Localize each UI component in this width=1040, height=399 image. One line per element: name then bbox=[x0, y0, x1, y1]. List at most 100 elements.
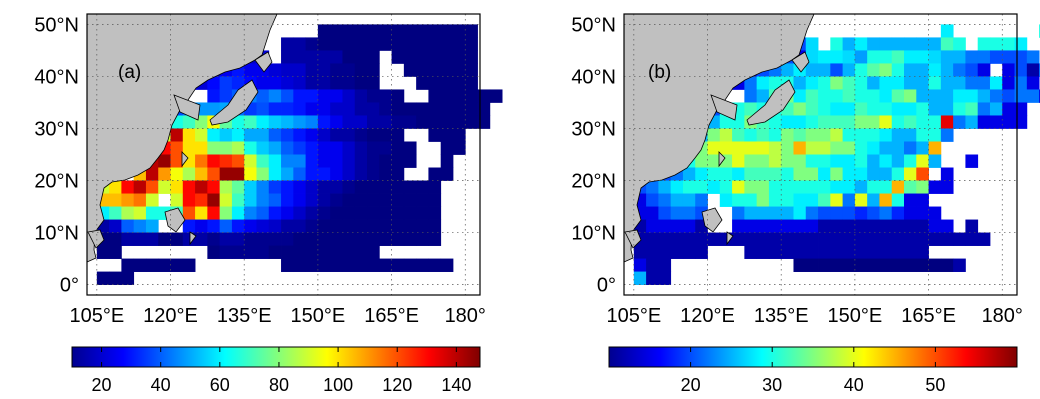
heatmap-cell bbox=[867, 167, 880, 181]
heatmap-cell bbox=[231, 232, 245, 246]
heatmap-cell bbox=[854, 102, 868, 116]
heatmap-cell bbox=[391, 219, 405, 233]
heatmap-cell bbox=[244, 245, 257, 259]
heatmap-cell bbox=[830, 193, 844, 207]
heatmap-cell bbox=[768, 180, 782, 194]
heatmap-cell bbox=[207, 167, 221, 181]
heatmap-cell bbox=[928, 258, 942, 272]
heatmap-cell bbox=[916, 89, 929, 103]
heatmap-cell bbox=[891, 206, 905, 220]
heatmap-cell bbox=[391, 258, 405, 272]
heatmap-cell bbox=[732, 232, 745, 246]
heatmap-cell bbox=[121, 271, 135, 285]
heatmap-cell bbox=[391, 193, 405, 207]
heatmap-cell bbox=[879, 89, 893, 103]
heatmap-cell bbox=[818, 219, 831, 233]
heatmap-cell bbox=[891, 258, 905, 272]
heatmap-cell bbox=[195, 219, 208, 233]
heatmap-cell bbox=[646, 258, 659, 272]
heatmap-cell bbox=[281, 245, 294, 259]
heatmap-cell bbox=[744, 193, 758, 207]
map-panel-b: (b) bbox=[623, 13, 1040, 296]
heatmap-cell bbox=[965, 63, 979, 77]
heatmap-cell bbox=[830, 50, 844, 64]
heatmap-cell bbox=[891, 102, 905, 116]
heatmap-cell bbox=[293, 128, 307, 142]
heatmap-cell bbox=[670, 180, 684, 194]
heatmap-cell bbox=[891, 89, 905, 103]
heatmap-cell bbox=[940, 167, 954, 181]
heatmap-cell bbox=[695, 245, 708, 259]
heatmap-cell bbox=[403, 232, 417, 246]
heatmap-cell bbox=[658, 245, 672, 259]
heatmap-cell bbox=[854, 232, 868, 246]
heatmap-cell bbox=[317, 193, 331, 207]
heatmap-cell bbox=[805, 37, 819, 51]
heatmap-cell bbox=[342, 245, 356, 259]
heatmap-cell bbox=[305, 232, 319, 246]
heatmap-cell bbox=[768, 128, 782, 142]
heatmap-cell bbox=[317, 258, 331, 272]
heatmap-cell bbox=[695, 167, 708, 181]
heatmap-cell bbox=[256, 128, 270, 142]
heatmap-cell bbox=[732, 206, 745, 220]
heatmap-cell bbox=[465, 63, 478, 77]
heatmap-cell bbox=[965, 232, 979, 246]
heatmap-cell bbox=[305, 128, 319, 142]
heatmap-cell bbox=[904, 89, 917, 103]
heatmap-cell bbox=[231, 115, 245, 129]
heatmap-cell bbox=[403, 206, 417, 220]
heatmap-cell bbox=[207, 76, 221, 90]
heatmap-cell bbox=[133, 232, 147, 246]
heatmap-cell bbox=[695, 154, 708, 168]
heatmap-cell bbox=[170, 193, 184, 207]
heatmap-cell bbox=[928, 76, 942, 90]
heatmap-cell bbox=[854, 89, 868, 103]
heatmap-cell bbox=[904, 50, 917, 64]
heatmap-cell bbox=[440, 37, 454, 51]
heatmap-cell bbox=[719, 141, 733, 155]
heatmap-cell bbox=[281, 193, 294, 207]
heatmap-cell bbox=[281, 128, 294, 142]
heatmap-cell bbox=[916, 115, 929, 129]
heatmap-cell bbox=[744, 128, 758, 142]
heatmap-cell bbox=[756, 219, 770, 233]
heatmap-cell bbox=[904, 206, 917, 220]
heatmap-cell bbox=[305, 180, 319, 194]
heatmap-cell bbox=[281, 206, 294, 220]
lon-tick-label: 135°E bbox=[217, 305, 272, 327]
heatmap-cell bbox=[805, 128, 819, 142]
heatmap-cell bbox=[379, 258, 392, 272]
heatmap-cell bbox=[793, 219, 807, 233]
colorbar-tick-label: 20 bbox=[681, 375, 701, 395]
heatmap-cell bbox=[342, 76, 356, 90]
heatmap-cell bbox=[281, 63, 294, 77]
heatmap-cell bbox=[891, 167, 905, 181]
heatmap-cell bbox=[904, 141, 917, 155]
heatmap-cell bbox=[682, 232, 696, 246]
heatmap-cell bbox=[195, 206, 208, 220]
heatmap-cell bbox=[391, 37, 405, 51]
colorbar-tick-label: 30 bbox=[762, 375, 782, 395]
heatmap-cell bbox=[367, 102, 380, 116]
map-frame-b bbox=[623, 13, 1018, 296]
heatmap-cell bbox=[330, 154, 343, 168]
heatmap-cell bbox=[231, 154, 245, 168]
heatmap-cell bbox=[805, 63, 819, 77]
heatmap-cell bbox=[646, 180, 659, 194]
heatmap-cell bbox=[830, 128, 844, 142]
heatmap-cell bbox=[403, 141, 417, 155]
heatmap-cell bbox=[293, 232, 307, 246]
heatmap-cell bbox=[145, 232, 159, 246]
heatmap-cell bbox=[244, 115, 257, 129]
heatmap-cell bbox=[916, 193, 929, 207]
heatmap-cell bbox=[317, 219, 331, 233]
heatmap-cell bbox=[428, 258, 442, 272]
heatmap-cell bbox=[879, 245, 893, 259]
heatmap-cell bbox=[367, 167, 380, 181]
heatmap-cell bbox=[867, 180, 880, 194]
heatmap-cell bbox=[744, 232, 758, 246]
heatmap-cell bbox=[781, 115, 794, 129]
heatmap-cell bbox=[244, 180, 257, 194]
heatmap-cell bbox=[391, 128, 405, 142]
